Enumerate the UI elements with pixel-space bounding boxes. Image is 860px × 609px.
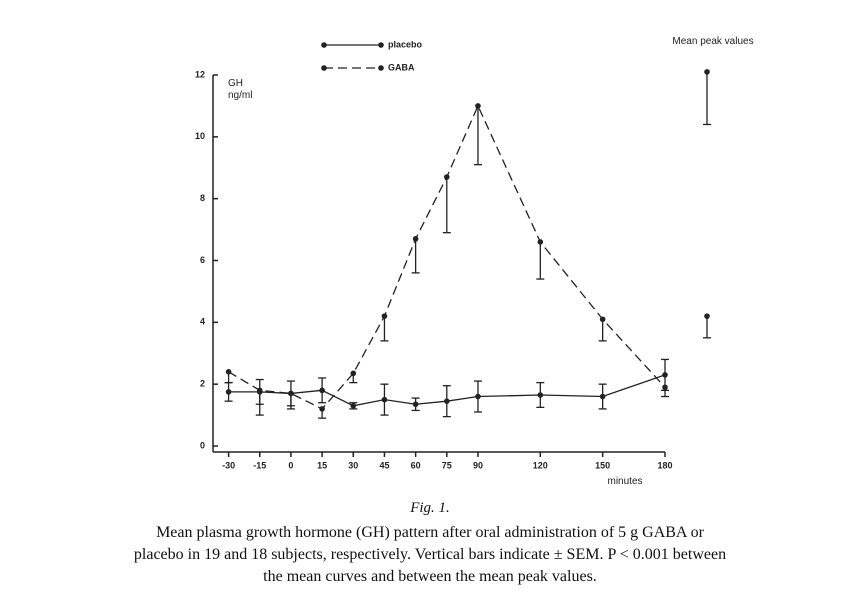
y-tick-label: 2 [200, 379, 205, 389]
data-point [256, 387, 263, 394]
y-tick-label: 10 [195, 131, 205, 141]
data-point [381, 313, 388, 319]
figure-number: Fig. 1. [410, 500, 450, 516]
legend-marker [321, 65, 327, 71]
peak-label: Mean peak values [672, 36, 754, 47]
data-point [537, 392, 544, 398]
peak-point [704, 69, 710, 75]
data-point [662, 384, 668, 391]
legend-marker [378, 42, 384, 48]
data-point [443, 174, 450, 180]
caption-line: Mean plasma growth hormone (GH) pattern … [156, 524, 704, 541]
caption-line: placebo in 19 and 18 subjects, respectiv… [133, 546, 727, 563]
x-tick-label: 30 [348, 460, 358, 470]
data-point [412, 236, 419, 242]
caption-line: the mean curves and between the mean pea… [263, 568, 597, 585]
data-point [350, 370, 357, 377]
data-point [381, 396, 388, 403]
x-tick-label: 150 [595, 460, 610, 470]
x-tick-label: 120 [533, 460, 548, 470]
x-tick-label: 180 [657, 460, 672, 470]
x-axis-label: minutes [607, 476, 643, 487]
y-tick-label: 12 [195, 69, 205, 79]
data-point [662, 372, 668, 378]
legend-label: placebo [388, 39, 423, 49]
legend-label: GABA [388, 62, 415, 72]
y-axis-label: GH ng/ml [228, 78, 253, 101]
data-point [225, 389, 232, 395]
data-point [475, 393, 481, 400]
y-tick-label: 8 [200, 193, 205, 203]
data-line [228, 104, 666, 410]
data-point [319, 387, 325, 394]
data-point [225, 369, 232, 375]
data-point [319, 406, 325, 412]
data-point [443, 398, 450, 404]
peak-point [704, 313, 710, 319]
x-tick-label: 0 [288, 460, 293, 470]
data-point [599, 316, 606, 323]
legend-marker [378, 65, 384, 71]
y-tick-label: 0 [200, 440, 205, 450]
x-tick-label: 15 [317, 460, 327, 470]
y-tick-label: 6 [200, 255, 205, 265]
x-tick-label: 90 [473, 460, 483, 470]
data-point [412, 401, 419, 408]
y-tick-label: 4 [200, 317, 205, 327]
data-point [475, 103, 481, 109]
data-point [288, 390, 294, 397]
x-tick-label: 60 [411, 460, 421, 470]
legend-marker [321, 42, 327, 48]
x-tick-label: -15 [253, 460, 266, 470]
data-point [599, 393, 606, 400]
data-point [350, 403, 357, 409]
x-tick-label: 45 [379, 460, 389, 470]
x-tick-label: 75 [442, 460, 452, 470]
data-point [537, 239, 544, 245]
x-tick-label: -30 [222, 460, 235, 470]
